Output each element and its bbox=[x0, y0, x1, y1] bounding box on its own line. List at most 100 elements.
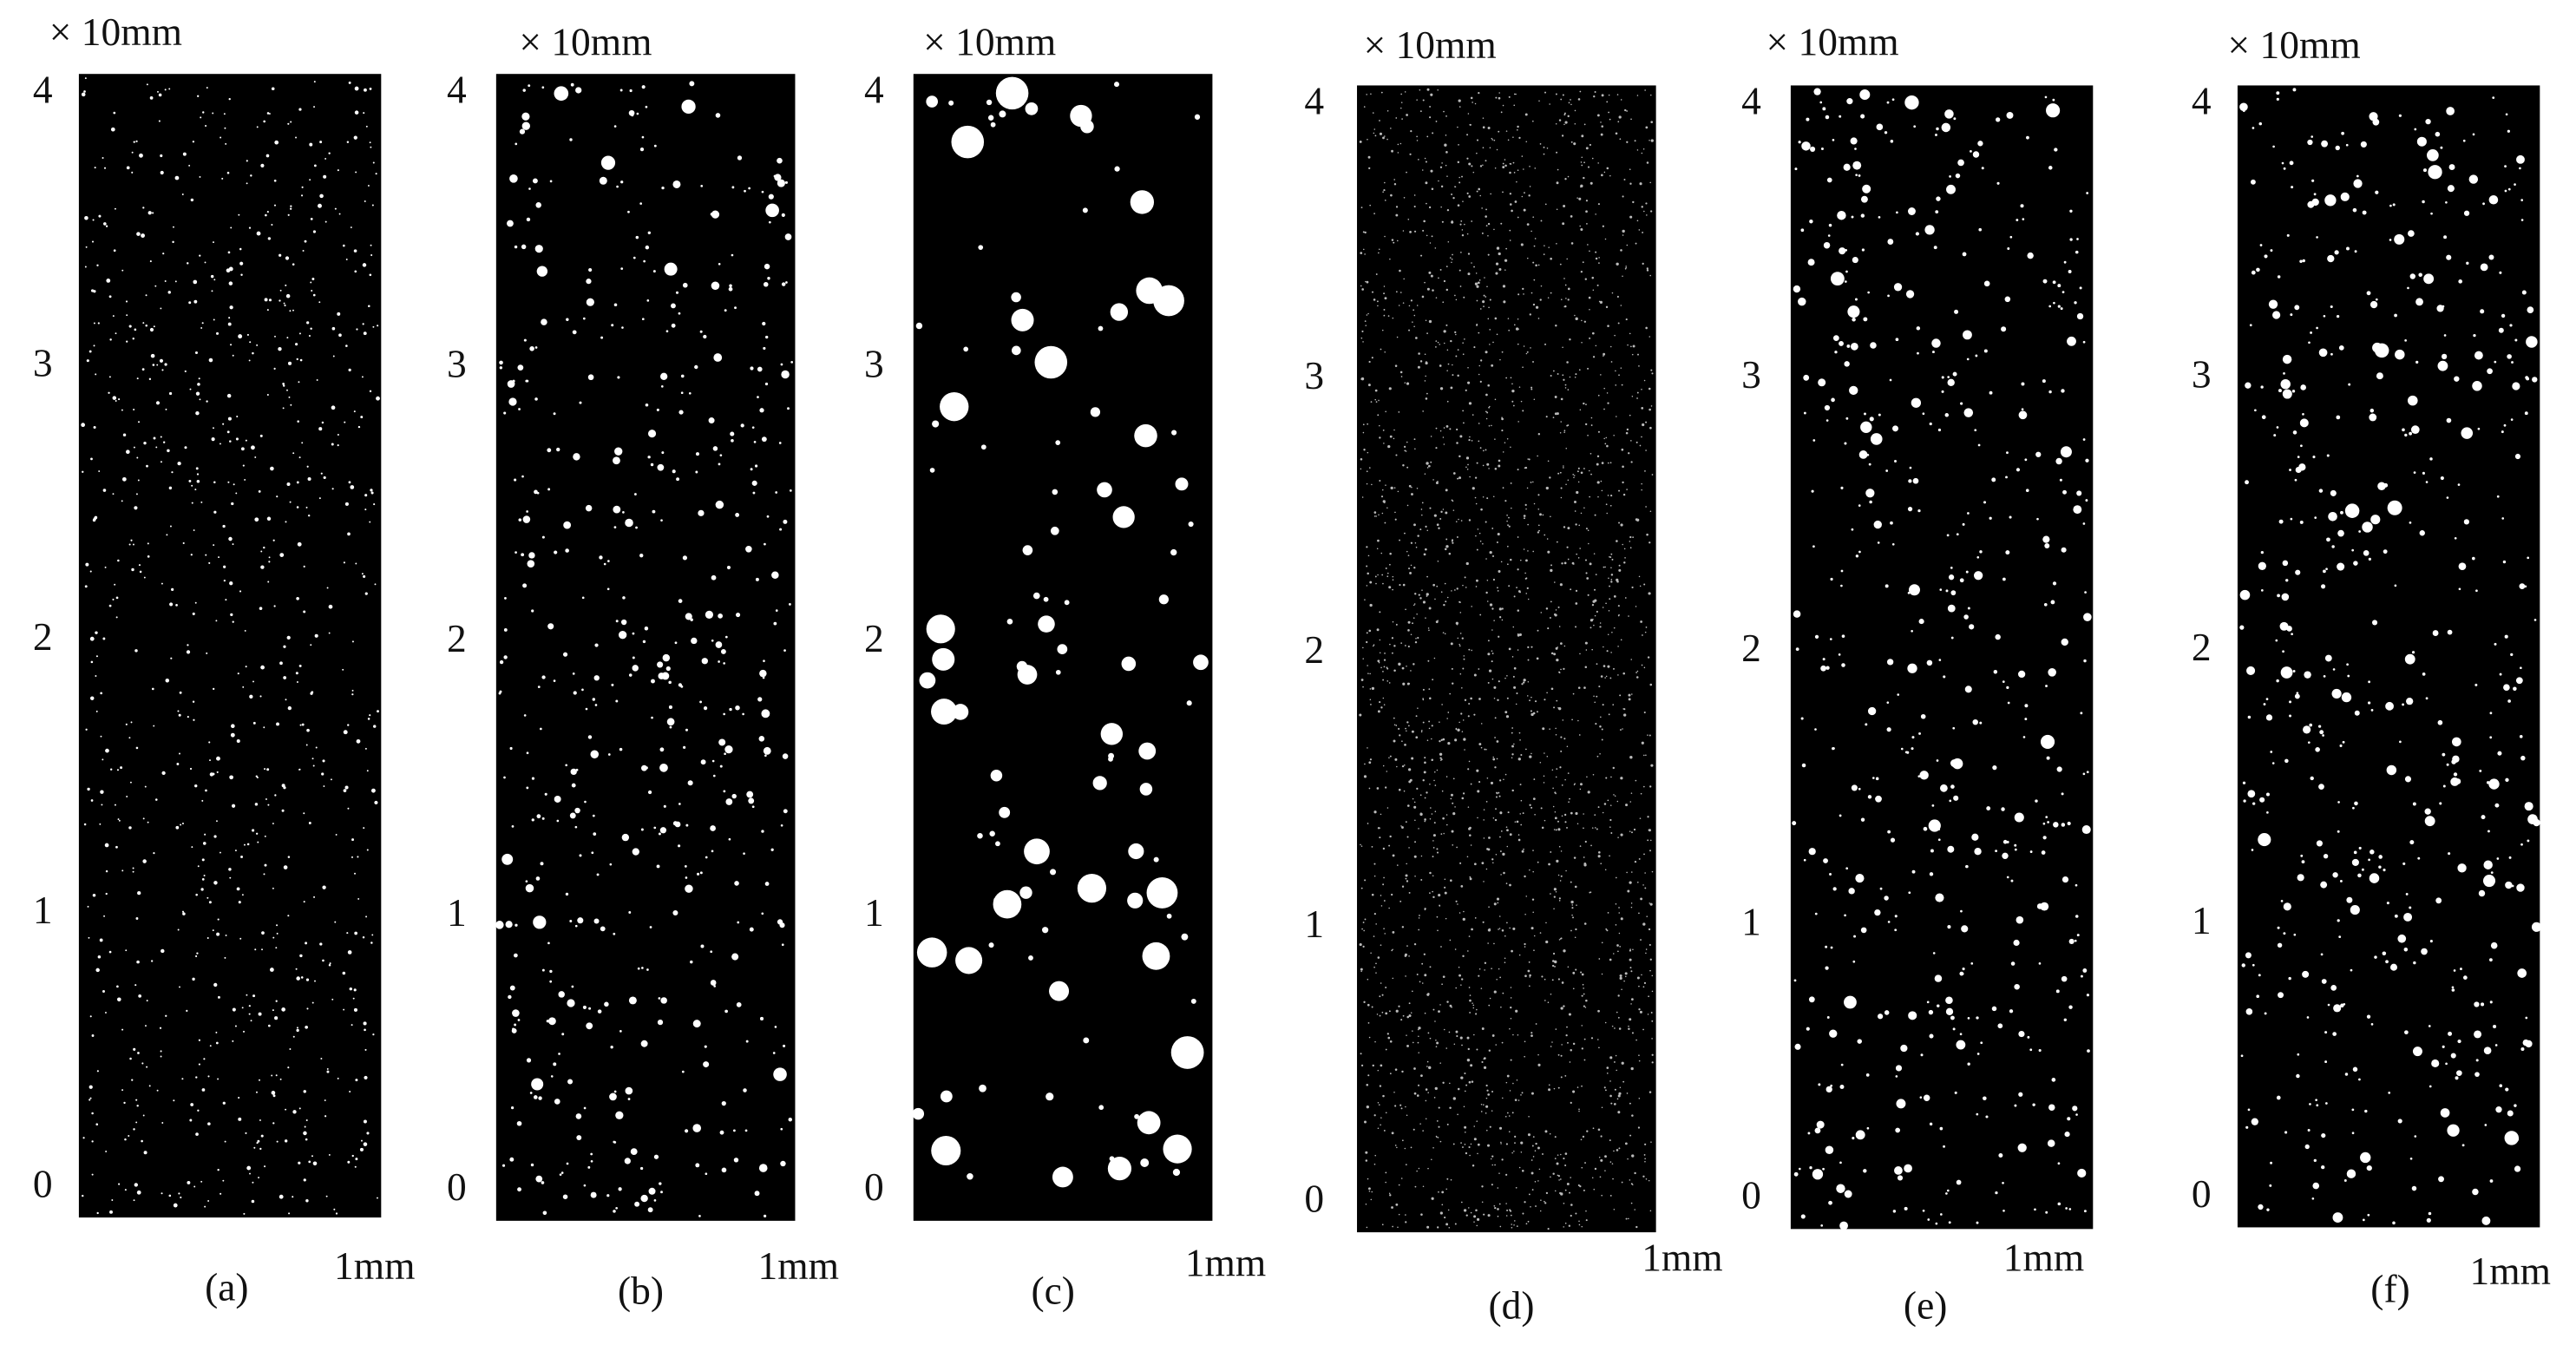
pore bbox=[1476, 1120, 1478, 1122]
pore bbox=[1491, 653, 1494, 654]
pore bbox=[1435, 427, 1438, 430]
pore bbox=[1558, 626, 1561, 627]
pore bbox=[1557, 1086, 1560, 1089]
pore bbox=[554, 86, 569, 102]
pore bbox=[1895, 1127, 1901, 1133]
pore bbox=[1525, 593, 1528, 594]
pore bbox=[1895, 338, 1899, 342]
pore bbox=[1388, 682, 1391, 684]
pore bbox=[1464, 749, 1465, 751]
pore bbox=[1501, 351, 1504, 353]
pore bbox=[2504, 634, 2508, 639]
pore bbox=[724, 752, 726, 756]
pore bbox=[1556, 768, 1558, 771]
pore bbox=[1625, 431, 1629, 435]
pore bbox=[324, 1099, 326, 1102]
pore bbox=[2341, 131, 2344, 135]
pore bbox=[2484, 1124, 2488, 1126]
pore bbox=[765, 203, 779, 218]
pore bbox=[1385, 1181, 1386, 1184]
pore bbox=[1389, 258, 1391, 260]
pore bbox=[1483, 1057, 1486, 1060]
pore bbox=[1379, 1085, 1382, 1087]
pore bbox=[1467, 113, 1470, 115]
pore bbox=[108, 376, 111, 378]
pore bbox=[1560, 421, 1562, 423]
pore bbox=[1641, 489, 1642, 491]
pore bbox=[1935, 210, 1939, 213]
pore bbox=[281, 1007, 285, 1012]
pore bbox=[286, 482, 291, 487]
pore bbox=[1563, 949, 1566, 953]
pore bbox=[1609, 818, 1612, 822]
pore bbox=[1879, 887, 1883, 890]
pore bbox=[1363, 106, 1366, 108]
pore bbox=[642, 640, 646, 644]
pore bbox=[2270, 1161, 2272, 1165]
pore bbox=[1483, 305, 1485, 308]
pore bbox=[1445, 489, 1448, 492]
pore bbox=[1502, 487, 1504, 489]
pore bbox=[1473, 1125, 1475, 1127]
pore bbox=[1563, 1202, 1565, 1204]
pore bbox=[2516, 154, 2525, 164]
pore bbox=[1426, 529, 1429, 531]
pore bbox=[193, 529, 195, 531]
pore bbox=[1613, 435, 1615, 436]
pore bbox=[1383, 900, 1386, 902]
pore bbox=[1504, 935, 1506, 937]
pore bbox=[268, 561, 271, 563]
pore bbox=[305, 744, 308, 746]
pore bbox=[1489, 329, 1491, 331]
pore bbox=[1379, 132, 1383, 135]
pore bbox=[1500, 874, 1502, 876]
pore bbox=[208, 901, 212, 904]
pore bbox=[647, 456, 651, 459]
pore bbox=[1610, 579, 1613, 581]
pore bbox=[2402, 703, 2405, 706]
pore bbox=[1860, 114, 1865, 119]
pore bbox=[264, 863, 267, 867]
pore bbox=[1539, 932, 1542, 934]
pore bbox=[1890, 521, 1893, 525]
pore bbox=[1367, 451, 1369, 454]
pore bbox=[1437, 481, 1439, 482]
pore bbox=[224, 1140, 226, 1143]
pore bbox=[1524, 467, 1526, 469]
pore bbox=[1505, 130, 1508, 132]
pore bbox=[1505, 247, 1508, 250]
pore bbox=[764, 542, 766, 546]
pore bbox=[1608, 111, 1610, 114]
pore bbox=[228, 281, 233, 285]
pore bbox=[2007, 247, 2010, 250]
pore bbox=[1373, 645, 1374, 647]
pore bbox=[295, 343, 298, 346]
pore bbox=[1435, 447, 1438, 449]
pore bbox=[1485, 160, 1487, 162]
pore bbox=[188, 164, 191, 167]
pore bbox=[1424, 797, 1426, 799]
pore bbox=[2505, 1087, 2509, 1092]
pore bbox=[1507, 811, 1510, 814]
pore bbox=[1636, 881, 1639, 883]
pore bbox=[1380, 666, 1382, 669]
pore bbox=[375, 173, 377, 175]
pore bbox=[1486, 777, 1489, 779]
pore bbox=[2087, 1049, 2090, 1053]
pore bbox=[1410, 299, 1413, 302]
pore bbox=[1620, 729, 1622, 731]
pore bbox=[1565, 447, 1568, 449]
pore bbox=[1517, 343, 1519, 345]
pore bbox=[1513, 666, 1517, 670]
pore bbox=[2021, 408, 2024, 411]
pore bbox=[1585, 1219, 1588, 1222]
pore bbox=[351, 693, 354, 696]
pore bbox=[215, 1031, 218, 1033]
pore bbox=[1410, 1012, 1413, 1014]
pore bbox=[1488, 468, 1490, 469]
pore bbox=[181, 822, 184, 825]
pore bbox=[705, 610, 714, 619]
pore bbox=[1382, 883, 1385, 886]
pore bbox=[1368, 629, 1372, 633]
pore bbox=[1597, 495, 1599, 498]
